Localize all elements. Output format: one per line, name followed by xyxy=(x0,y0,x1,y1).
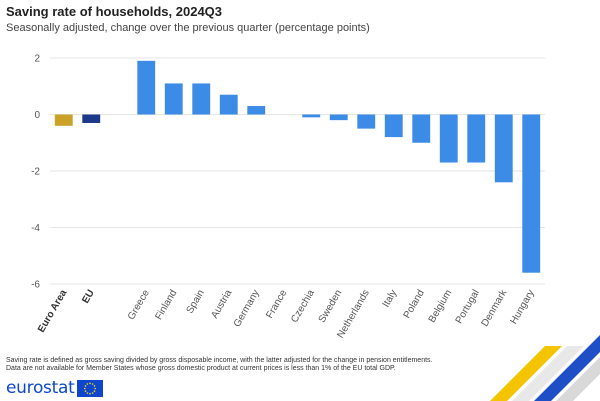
flag-star xyxy=(92,391,94,394)
footnote-line-1: Saving rate is defined as gross saving d… xyxy=(6,357,433,364)
flag-star xyxy=(94,384,96,387)
bar-denmark[interactable] xyxy=(494,114,513,183)
bar-portugal[interactable] xyxy=(467,114,486,163)
bar-italy[interactable] xyxy=(384,114,403,138)
x-tick-label: Hungary xyxy=(508,288,536,326)
flag-star xyxy=(89,392,92,394)
bar-poland[interactable] xyxy=(412,114,431,143)
flag-star xyxy=(85,389,87,392)
x-tick-label: Sweden xyxy=(317,288,345,325)
bar-finland[interactable] xyxy=(164,83,183,115)
bar-spain[interactable] xyxy=(192,83,211,115)
x-tick-label: Austria xyxy=(209,288,234,321)
x-tick-label: Portugal xyxy=(454,288,482,326)
flag-star xyxy=(94,389,96,392)
x-tick-label: Greece xyxy=(126,288,152,322)
bar-netherlands[interactable] xyxy=(357,114,376,129)
x-tick-label: EU xyxy=(80,288,96,306)
y-tick-label: 2 xyxy=(34,54,40,65)
y-tick-label: -4 xyxy=(31,223,40,234)
y-tick-label: -2 xyxy=(31,167,40,178)
bar-czechia[interactable] xyxy=(302,114,321,118)
bars xyxy=(54,60,541,273)
x-tick-label: Czechia xyxy=(289,288,317,325)
eurostat-logo: eurostat xyxy=(6,378,104,398)
x-tick-label: Finland xyxy=(153,288,179,322)
y-tick-label: -6 xyxy=(31,280,40,291)
x-tick-label: Germany xyxy=(232,288,262,329)
flag-star xyxy=(87,391,89,394)
bar-germany[interactable] xyxy=(247,106,266,115)
eu-flag-icon xyxy=(77,379,104,397)
bar-euro-area[interactable] xyxy=(54,114,73,126)
decorative-stripes-icon xyxy=(490,335,600,401)
x-tick-label: Belgium xyxy=(427,288,455,325)
x-tick-label: Poland xyxy=(402,288,427,320)
logo-text: eurostat xyxy=(6,378,75,398)
chart-subtitle: Seasonally adjusted, change over the pre… xyxy=(6,22,370,34)
flag-star xyxy=(87,382,89,385)
flag-star xyxy=(94,387,97,389)
bar-greece[interactable] xyxy=(137,60,156,115)
flag-star xyxy=(85,384,87,387)
x-tick-label: Italy xyxy=(381,288,400,309)
y-axis-ticks: 2 0 -2 -4 -6 xyxy=(31,54,40,291)
gridlines xyxy=(50,57,545,285)
y-tick-label: 0 xyxy=(34,110,40,121)
bar-eu[interactable] xyxy=(82,114,101,123)
footnote: Saving rate is defined as gross saving d… xyxy=(6,357,476,373)
bar-austria[interactable] xyxy=(219,94,238,115)
x-tick-label: France xyxy=(264,288,289,321)
footnote-line-2: Data are not available for Member States… xyxy=(6,365,396,372)
x-tick-label: Spain xyxy=(185,288,207,316)
bar-sweden[interactable] xyxy=(329,114,348,121)
flag-star xyxy=(92,382,94,385)
chart-title: Saving rate of households, 2024Q3 xyxy=(6,4,223,19)
flag-star xyxy=(89,382,92,384)
bar-belgium[interactable] xyxy=(439,114,458,163)
x-tick-label: Denmark xyxy=(480,287,510,328)
flag-star xyxy=(84,387,87,389)
x-tick-label: Euro Area xyxy=(36,288,69,335)
bar-hungary[interactable] xyxy=(522,114,541,273)
